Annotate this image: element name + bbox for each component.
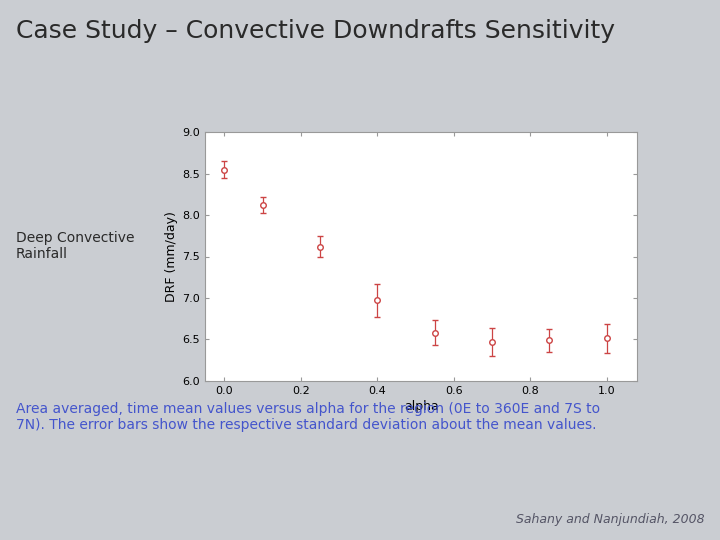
X-axis label: alpha: alpha [404, 400, 438, 413]
Text: Sahany and Nanjundiah, 2008: Sahany and Nanjundiah, 2008 [516, 514, 704, 526]
Text: Deep Convective
Rainfall: Deep Convective Rainfall [16, 231, 135, 261]
Text: Area averaged, time mean values versus alpha for the region (0E to 360E and 7S t: Area averaged, time mean values versus a… [16, 402, 600, 433]
Y-axis label: DRF (mm/day): DRF (mm/day) [166, 211, 179, 302]
Text: Case Study – Convective Downdrafts Sensitivity: Case Study – Convective Downdrafts Sensi… [16, 19, 615, 43]
